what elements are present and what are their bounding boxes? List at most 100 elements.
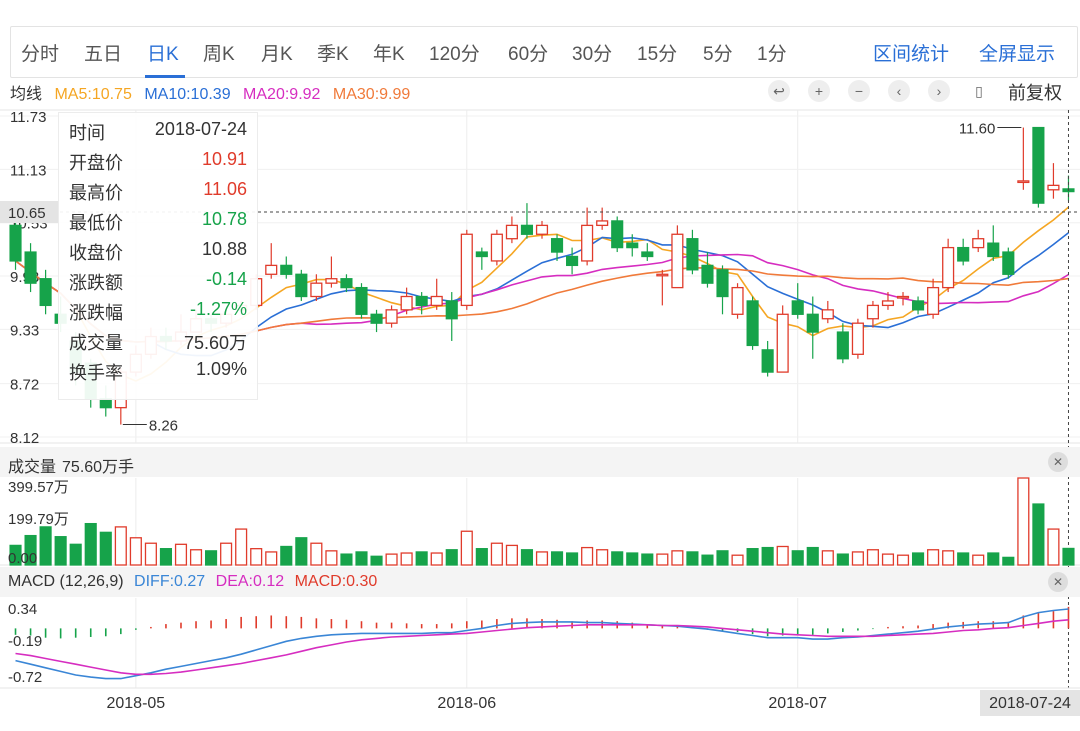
tab-7[interactable]: 120分 <box>429 44 480 65</box>
candle-body <box>99 398 112 409</box>
volume-bar <box>1062 547 1075 566</box>
adjust-mode-button[interactable]: 前复权 <box>1008 83 1062 103</box>
macd-diff: DIFF:0.27 <box>134 573 206 590</box>
candle-body <box>1032 126 1045 204</box>
candle-body <box>566 255 579 267</box>
tab-5[interactable]: 季K <box>317 44 349 65</box>
candle-body <box>596 220 609 227</box>
chevron-left-icon[interactable]: ‹ <box>888 80 910 102</box>
candle-body <box>821 309 834 320</box>
tab-2[interactable]: 日K <box>147 44 179 65</box>
volume-bar <box>235 528 248 566</box>
volume-bar <box>205 550 218 566</box>
candle-body <box>1017 180 1030 184</box>
candle-body <box>776 313 789 373</box>
tab-4[interactable]: 月K <box>261 44 293 65</box>
candle-body <box>24 251 37 284</box>
period-tab-bar: 区间统计 全屏显示 分时 五日 日K 周K 月K 季K 年K 120分 60分 30分 15分 5分 1… <box>10 26 1078 78</box>
candle-body <box>445 300 458 320</box>
volume-bar <box>896 554 910 566</box>
tab-9[interactable]: 30分 <box>572 44 613 65</box>
tab-12[interactable]: 1分 <box>757 44 787 65</box>
close-macd-icon[interactable]: ✕ <box>1048 572 1068 592</box>
tab-3[interactable]: 周K <box>203 44 235 65</box>
candle-body <box>39 278 52 307</box>
volume-bar <box>881 553 895 566</box>
chevron-right-icon[interactable]: › <box>928 80 950 102</box>
ma30-value: MA30:9.99 <box>332 86 411 103</box>
volume-bar <box>656 553 669 566</box>
candle-body <box>896 295 910 299</box>
tooltip-value: -1.27% <box>189 299 247 319</box>
candle-icon[interactable]: ▯ <box>975 83 983 99</box>
tab-1[interactable]: 五日 <box>84 44 123 65</box>
volume-bar <box>220 542 233 566</box>
minus-icon[interactable]: − <box>848 80 870 102</box>
price-tick-label: 8.12 <box>10 430 39 447</box>
tab-6[interactable]: 年K <box>373 44 405 65</box>
candle-body <box>641 251 654 258</box>
range-stats-link[interactable]: 区间统计 <box>873 44 950 65</box>
close-volume-icon[interactable]: ✕ <box>1048 452 1068 472</box>
tooltip-row: 成交量 75.60万 <box>69 329 247 359</box>
candle-body <box>611 220 624 249</box>
tab-10[interactable]: 15分 <box>637 44 678 65</box>
candle-body <box>701 264 714 284</box>
volume-bar <box>84 522 97 566</box>
tab-11[interactable]: 5分 <box>703 44 733 65</box>
candle-body <box>505 224 518 240</box>
tab-8[interactable]: 60分 <box>508 44 549 65</box>
tooltip-row: 最高价 11.06 <box>69 179 247 209</box>
volume-bar <box>114 526 127 566</box>
volume-bar <box>972 554 985 566</box>
tooltip-value: 10.78 <box>201 209 247 229</box>
tooltip-row: 开盘价 10.91 <box>69 149 247 179</box>
undo-icon[interactable]: ↩ <box>768 80 790 102</box>
candle-body <box>686 238 699 271</box>
candle-body <box>355 286 368 315</box>
volume-bar <box>596 549 609 566</box>
macd-dea: DEA:0.12 <box>215 573 285 590</box>
volume-bar <box>535 551 549 566</box>
tooltip-key: 最低价 <box>69 213 123 233</box>
candle-body <box>340 278 353 289</box>
tooltip-key: 时间 <box>69 123 105 143</box>
candle-body <box>1002 251 1015 275</box>
volume-bar <box>791 550 804 566</box>
candle-body <box>911 300 925 311</box>
cursor-date-label: 2018-07-24 <box>989 695 1071 712</box>
volume-bar <box>716 550 729 566</box>
candle-body <box>671 233 684 289</box>
price-tick-label: 9.93 <box>10 269 39 286</box>
macd-tick-label: -0.19 <box>8 633 42 650</box>
volume-bar <box>310 542 323 566</box>
price-tick-label: 11.13 <box>10 162 46 179</box>
candle-body <box>957 246 970 262</box>
candle-body <box>460 233 473 307</box>
price-tick-label: 11.73 <box>10 109 46 126</box>
volume-bar <box>280 545 293 566</box>
volume-bar <box>942 550 955 566</box>
candle-body <box>1047 184 1060 191</box>
volume-bar <box>1032 503 1045 566</box>
plus-icon[interactable]: + <box>808 80 830 102</box>
volume-bar <box>99 531 112 566</box>
volume-bar <box>265 551 278 566</box>
date-tick-label: 2018-06 <box>437 695 496 712</box>
candle-body <box>716 269 729 298</box>
tooltip-value: 75.60万 <box>183 333 247 353</box>
candle-body <box>430 295 443 307</box>
volume-bar <box>836 553 849 566</box>
candle-body <box>806 313 819 333</box>
candle-body <box>656 273 669 277</box>
tab-0[interactable]: 分时 <box>21 44 60 65</box>
volume-bar <box>686 551 699 566</box>
tooltip-value: -0.14 <box>205 269 247 289</box>
volume-bar <box>54 536 67 566</box>
macd-tick-label: -0.72 <box>8 669 42 686</box>
fullscreen-link[interactable]: 全屏显示 <box>979 44 1056 65</box>
tooltip-value: 10.91 <box>201 149 247 169</box>
candle-body <box>761 349 774 373</box>
ma5-value: MA5:10.75 <box>54 86 132 103</box>
tooltip-key: 涨跌幅 <box>69 303 123 323</box>
